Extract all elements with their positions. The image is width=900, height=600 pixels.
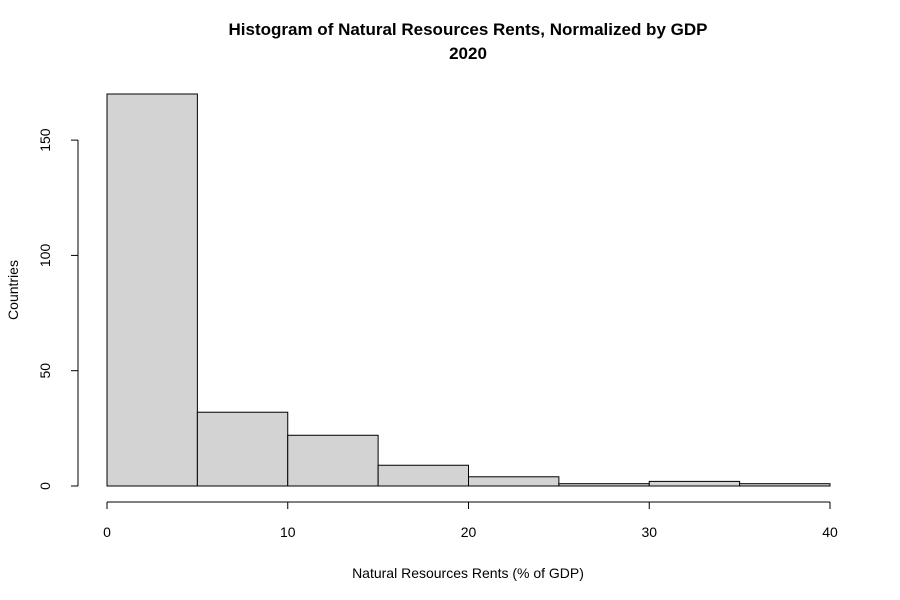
bars-group [106,93,831,487]
x-tick-label: 40 [822,524,838,540]
x-tick-label: 10 [280,524,296,540]
y-tick-label: 0 [37,482,53,490]
histogram-bar [196,411,289,487]
x-tick-label: 30 [641,524,657,540]
y-tick-label: 150 [37,128,53,152]
chart-title: Histogram of Natural Resources Rents, No… [229,20,708,39]
histogram-bar [377,464,469,487]
x-axis-label: Natural Resources Rents (% of GDP) [352,565,584,581]
x-tick-label: 0 [103,524,111,540]
y-axis-label: Countries [5,260,21,320]
histogram-bar [558,483,650,487]
x-tick-label: 20 [461,524,477,540]
histogram-bar [287,434,379,487]
y-axis: 0 50 100 150 [37,128,79,490]
y-tick-label: 100 [37,244,53,268]
y-tick-label: 50 [37,363,53,379]
histogram-bar [648,480,741,487]
chart-subtitle: 2020 [449,44,487,63]
x-axis: 0 10 20 30 40 [103,501,838,540]
histogram-bar [739,483,831,487]
histogram-bar [468,476,560,487]
histogram-bar [106,93,198,487]
